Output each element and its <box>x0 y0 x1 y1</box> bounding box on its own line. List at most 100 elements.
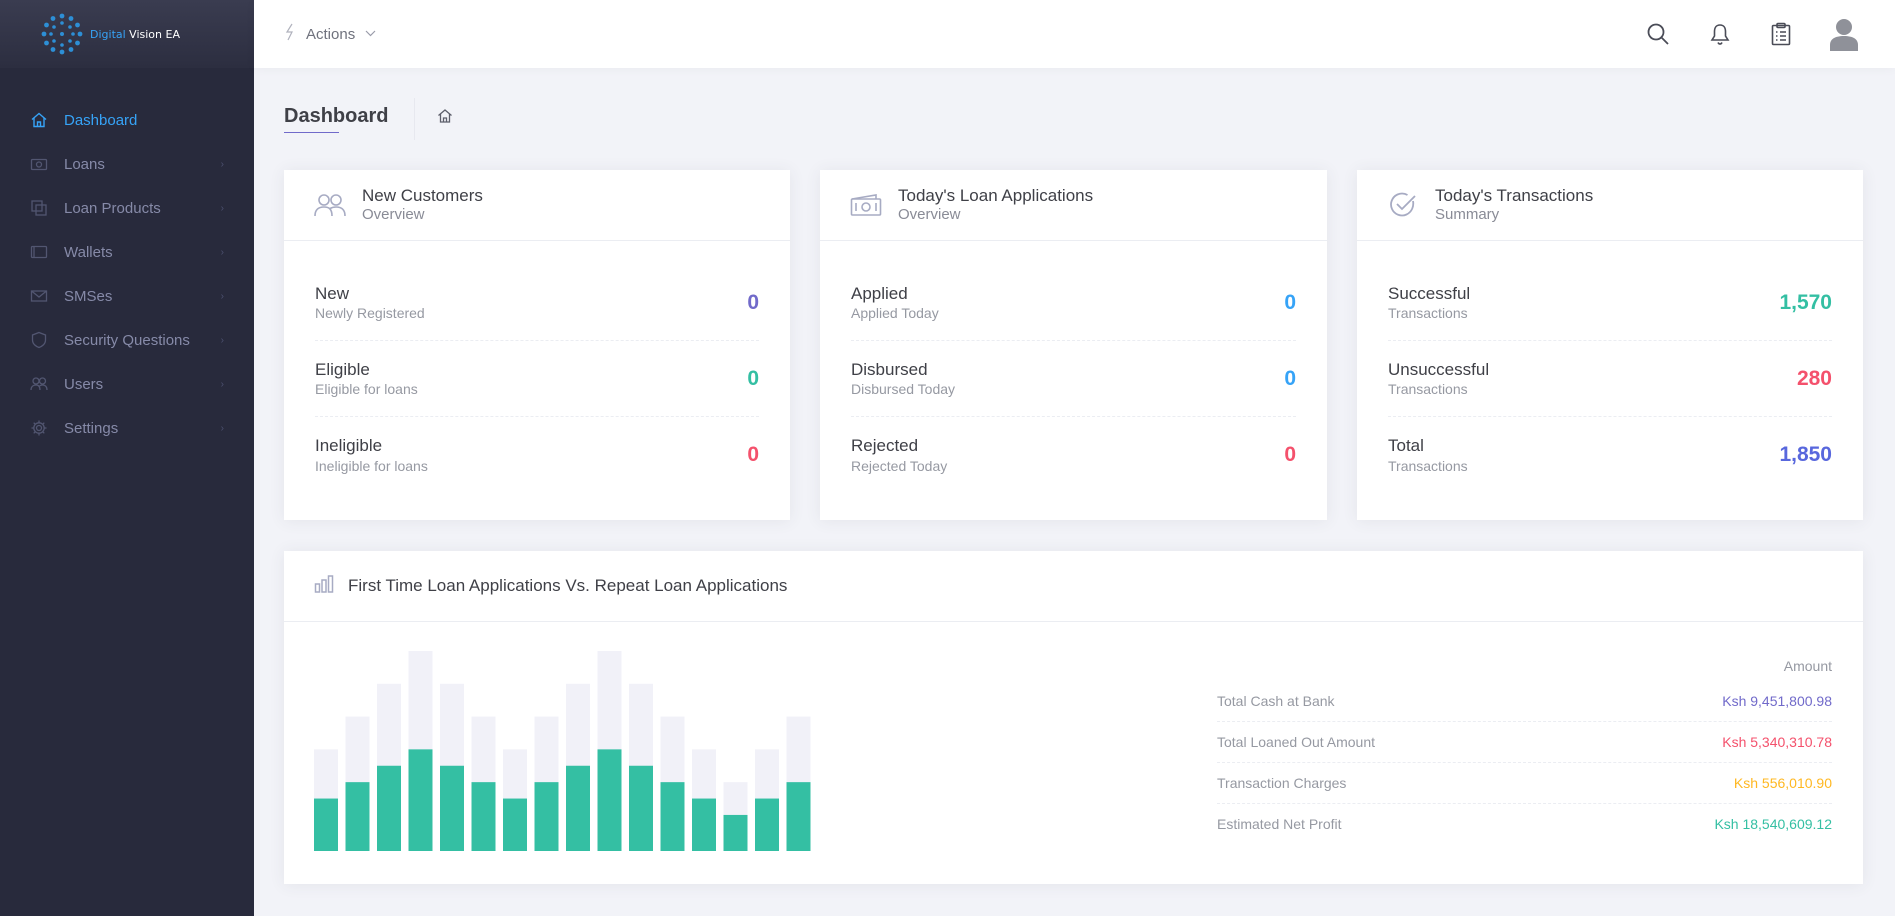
card-header: Today's Transactions Summary <box>1357 170 1863 241</box>
bar-value <box>692 798 716 851</box>
stat-value: 0 <box>747 443 759 466</box>
stat-value: 0 <box>747 366 759 390</box>
actions-dropdown[interactable]: Actions <box>284 23 376 45</box>
chevron-right-icon: › <box>220 246 224 258</box>
chevron-right-icon: › <box>220 422 224 434</box>
sidebar-menu: Dashboard Loans › Loan Products › Wallet… <box>0 98 254 450</box>
chevron-right-icon: › <box>220 334 224 346</box>
sidebar-item-wallets[interactable]: Wallets › <box>0 230 254 274</box>
stat-name: Successful <box>1388 283 1471 303</box>
stat-row: Ineligible Ineligible for loans 0 <box>315 417 759 493</box>
stat-name: Ineligible <box>315 436 383 456</box>
bar-value <box>377 765 401 851</box>
bar-value <box>534 782 559 851</box>
card-title: New Customers <box>362 185 483 205</box>
clipboard-icon[interactable] <box>1770 22 1792 46</box>
amount-row: Total Loaned Out Amount Ksh 5,340,310.78 <box>1217 722 1832 763</box>
sidebar-item-security-questions[interactable]: Security Questions › <box>0 318 254 362</box>
amount-label: Total Cash at Bank <box>1217 693 1335 709</box>
stat-name: New <box>315 283 350 303</box>
stat-name: Eligible <box>315 359 370 379</box>
sidebar-item-loans[interactable]: Loans › <box>0 142 254 186</box>
stat-row: Successful Transactions 1,570 <box>1388 265 1832 341</box>
bar-value <box>629 765 653 851</box>
amount-value: Ksh 9,451,800.98 <box>1722 693 1832 709</box>
bar-value <box>566 765 590 851</box>
sidebar-item-smses[interactable]: SMSes › <box>0 274 254 318</box>
chart-title: First Time Loan Applications Vs. Repeat … <box>348 576 788 595</box>
stat-desc: Newly Registered <box>315 305 425 322</box>
money-icon <box>850 189 882 221</box>
bar-value <box>597 749 622 851</box>
stat-name: Total <box>1388 436 1424 456</box>
sidebar-item-dashboard[interactable]: Dashboard <box>0 98 254 142</box>
loan-applications-card: Today's Loan Applications Overview Appli… <box>820 170 1327 520</box>
wallet-icon <box>30 243 48 261</box>
brand[interactable]: Digital Vision EA <box>0 0 254 68</box>
stat-desc: Disbursed Today <box>851 381 956 398</box>
stat-desc: Transactions <box>1388 381 1468 398</box>
stat-desc: Eligible for loans <box>315 381 418 398</box>
amount-label: Estimated Net Profit <box>1217 816 1342 832</box>
amount-table: Amount Total Cash at Bank Ksh 9,451,800.… <box>1217 651 1832 845</box>
amount-row: Total Cash at Bank Ksh 9,451,800.98 <box>1217 681 1832 722</box>
bar-value <box>503 798 527 851</box>
bar-value <box>755 798 779 851</box>
layers-icon <box>30 199 48 217</box>
transactions-card: Today's Transactions Summary Successful T… <box>1357 170 1863 520</box>
avatar[interactable] <box>1830 17 1858 51</box>
stat-row: Applied Applied Today 0 <box>851 265 1296 341</box>
bar-value <box>723 814 748 851</box>
stat-name: Applied <box>851 283 908 303</box>
shield-icon <box>30 331 48 349</box>
stat-value: 0 <box>1284 366 1296 390</box>
envelope-icon <box>30 287 48 305</box>
sidebar-item-users[interactable]: Users › <box>0 362 254 406</box>
stat-value: 1,850 <box>1779 443 1832 466</box>
chevron-right-icon: › <box>220 290 224 302</box>
amount-row: Estimated Net Profit Ksh 18,540,609.12 <box>1217 804 1832 845</box>
title-divider <box>414 97 416 140</box>
stat-value: 0 <box>1284 290 1296 314</box>
applications-bar-chart <box>314 651 811 851</box>
actions-label: Actions <box>306 25 356 43</box>
chevron-right-icon: › <box>220 378 224 390</box>
stat-row: Disbursed Disbursed Today 0 <box>851 341 1296 417</box>
stat-row: New Newly Registered 0 <box>315 265 759 341</box>
search-icon[interactable] <box>1646 22 1670 46</box>
stat-name: Disbursed <box>851 359 928 379</box>
stat-value: 0 <box>747 290 759 314</box>
stat-desc: Transactions <box>1388 457 1468 474</box>
gear-icon <box>30 419 48 437</box>
brand-logo-icon <box>41 13 83 55</box>
page-title: Dashboard <box>284 104 389 133</box>
stat-row: Total Transactions 1,850 <box>1388 417 1832 493</box>
card-header: New Customers Overview <box>284 170 790 241</box>
amount-header: Amount <box>1783 658 1832 674</box>
breadcrumb-home-icon[interactable] <box>437 108 453 129</box>
card-subtitle: Overview <box>898 206 961 224</box>
stat-row: Unsuccessful Transactions 280 <box>1388 341 1832 417</box>
bell-icon[interactable] <box>1708 22 1732 46</box>
stat-desc: Rejected Today <box>851 457 948 474</box>
sidebar-item-loan-products[interactable]: Loan Products › <box>0 186 254 230</box>
stat-desc: Applied Today <box>851 305 939 322</box>
bar-value <box>345 782 370 851</box>
bar-value <box>314 798 338 851</box>
card-title: Today's Transactions <box>1435 185 1594 205</box>
card-header: First Time Loan Applications Vs. Repeat … <box>284 551 1863 622</box>
home-icon <box>30 111 48 129</box>
amount-label: Transaction Charges <box>1217 775 1347 791</box>
sidebar-item-settings[interactable]: Settings › <box>0 406 254 450</box>
amount-value: Ksh 556,010.90 <box>1733 775 1832 791</box>
bar-value <box>440 765 464 851</box>
card-subtitle: Overview <box>362 206 425 224</box>
sidebar: Digital Vision EA Dashboard Loans › Loan… <box>0 0 254 916</box>
card-header: Today's Loan Applications Overview <box>820 170 1327 241</box>
stat-value: 1,570 <box>1779 290 1832 314</box>
subheader: Dashboard <box>284 96 453 141</box>
stat-name: Unsuccessful <box>1388 359 1490 379</box>
bar-value <box>786 782 811 851</box>
amount-value: Ksh 18,540,609.12 <box>1714 816 1832 832</box>
card-subtitle: Summary <box>1435 206 1500 224</box>
